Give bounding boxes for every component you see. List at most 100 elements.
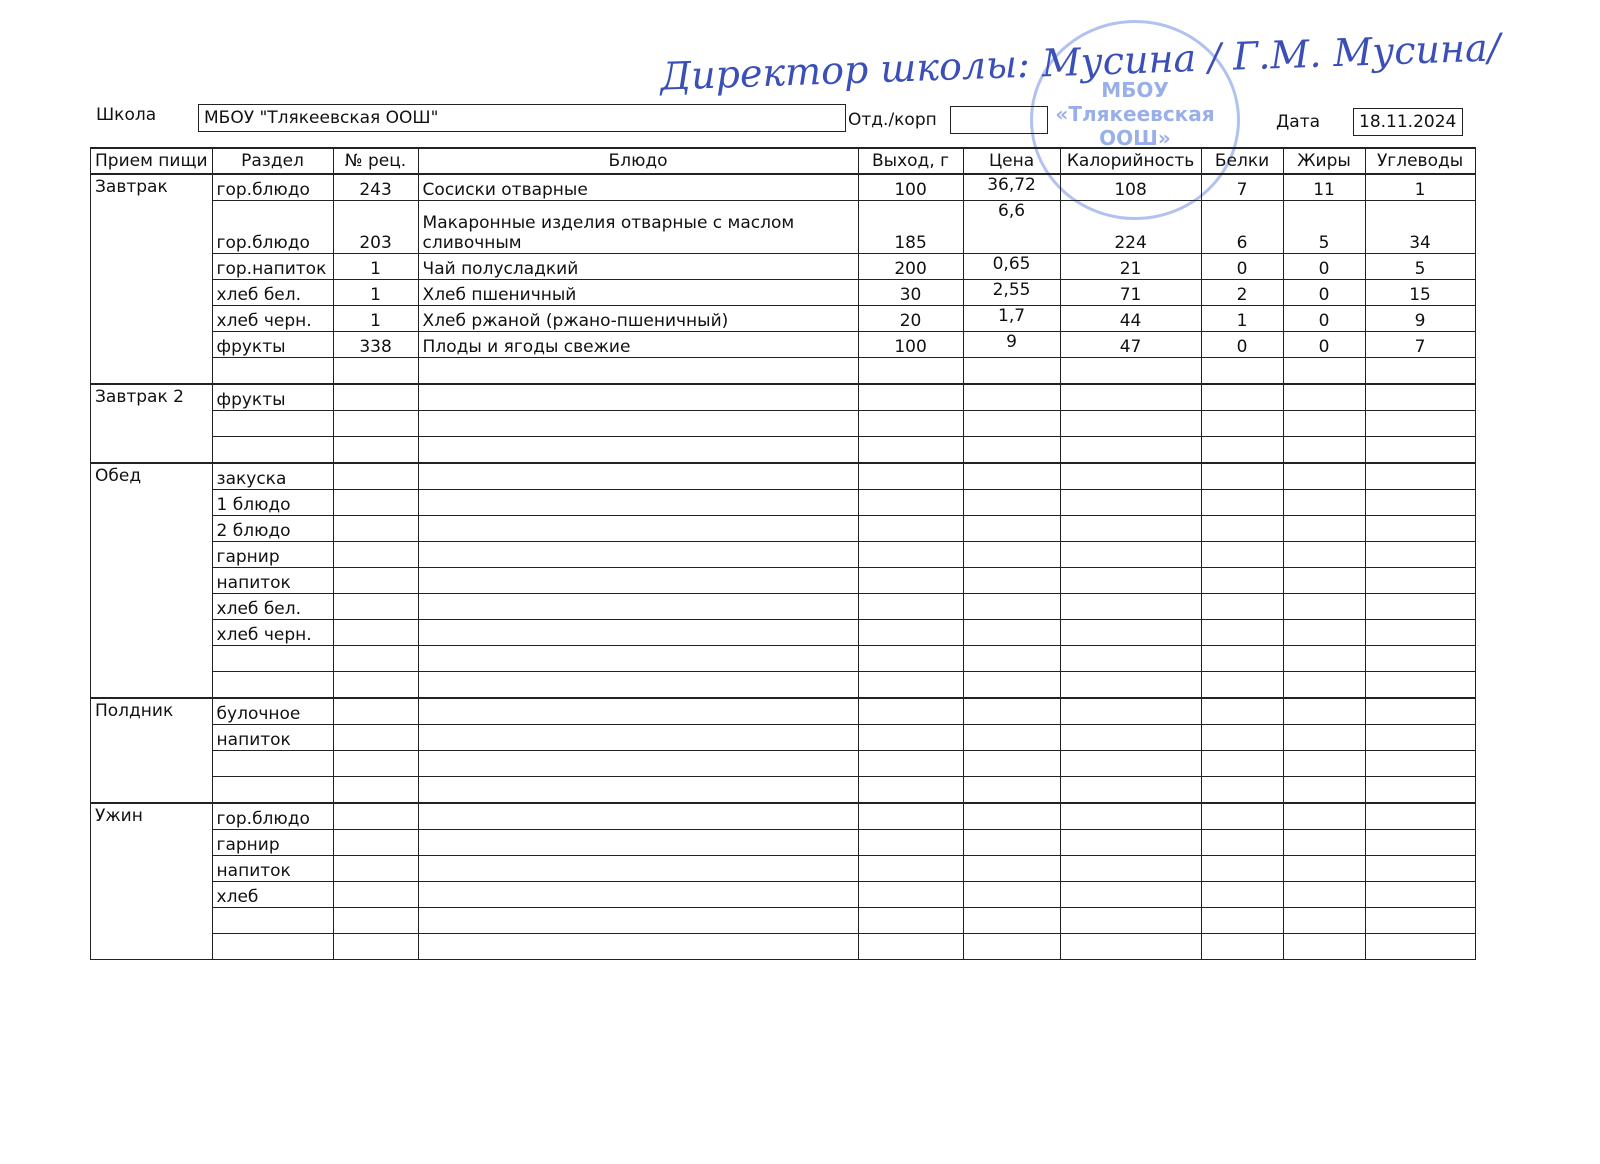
empty-cell (1364, 933, 1476, 960)
empty-cell (332, 881, 419, 908)
empty-cell (417, 671, 859, 699)
empty-cell (417, 515, 859, 542)
empty-cell (1364, 724, 1476, 751)
empty-cell (1200, 881, 1284, 908)
empty-cell (1059, 462, 1202, 490)
empty-cell (417, 697, 859, 725)
column-header: Выход, г (857, 147, 964, 175)
empty-cell (857, 724, 964, 751)
empty-cell (1200, 619, 1284, 646)
empty-cell (1059, 907, 1202, 934)
column-header: Белки (1200, 147, 1284, 175)
empty-cell (417, 933, 859, 960)
empty-cell (1200, 776, 1284, 804)
cell: напиток (211, 855, 334, 882)
empty-cell (332, 515, 419, 542)
empty-cell (332, 697, 419, 725)
empty-cell (1059, 671, 1202, 699)
empty-cell (962, 724, 1061, 751)
empty-cell (857, 645, 964, 672)
empty-cell (1059, 724, 1202, 751)
cell: 108 (1059, 173, 1202, 201)
empty-cell (332, 829, 419, 856)
column-header: Прием пищи (90, 147, 213, 175)
empty-cell (1059, 357, 1202, 385)
cell: Хлеб пшеничный (417, 279, 859, 306)
cell: 0 (1282, 331, 1366, 358)
cell: 0 (1200, 331, 1284, 358)
empty-cell (1364, 776, 1476, 804)
empty-cell (857, 541, 964, 568)
empty-cell (1059, 855, 1202, 882)
table-row: Завтрак 2 фрукты (90, 383, 1476, 464)
column-header: № рец. (332, 147, 419, 175)
empty-cell (1059, 829, 1202, 856)
empty-cell (417, 436, 859, 464)
cell: Плоды и ягоды свежие (417, 331, 859, 358)
table-row: Обед закуска (90, 462, 1476, 699)
branch-label: Отд./корп (848, 110, 937, 130)
meal-cell: Ужин (90, 802, 213, 960)
empty-cell (1059, 567, 1202, 594)
cell: 6,6 (962, 200, 1061, 254)
empty-cell (962, 593, 1061, 620)
table-row (91, 436, 1476, 464)
empty-cell (1200, 907, 1284, 934)
empty-cell (1282, 750, 1366, 777)
empty-cell (962, 855, 1061, 882)
cell: 36,72 (962, 173, 1061, 201)
cell: 11 (1282, 173, 1366, 201)
empty-cell (211, 645, 334, 672)
empty-cell (1282, 881, 1366, 908)
cell: 34 (1364, 200, 1476, 254)
empty-cell (1364, 881, 1476, 908)
empty-cell (417, 907, 859, 934)
cell: 0 (1282, 305, 1366, 332)
empty-cell (1200, 567, 1284, 594)
empty-cell (1282, 383, 1366, 411)
cell: гор.блюдо (211, 802, 334, 830)
cell: 5 (1364, 253, 1476, 280)
cell: 2,55 (962, 279, 1061, 306)
empty-cell (417, 881, 859, 908)
cell: 0,65 (962, 253, 1061, 280)
stamp-text: МБОУ (1101, 78, 1169, 102)
empty-cell (1282, 933, 1366, 960)
empty-cell (857, 776, 964, 804)
empty-cell (211, 436, 334, 464)
empty-cell (332, 619, 419, 646)
empty-cell (857, 567, 964, 594)
empty-cell (1282, 436, 1366, 464)
cell: 47 (1059, 331, 1202, 358)
empty-cell (1364, 357, 1476, 385)
empty-cell (417, 829, 859, 856)
column-header: Жиры (1282, 147, 1366, 175)
table-row: гор.блюдо 203 Макаронные изделия отварные … (91, 200, 1476, 254)
empty-cell (1200, 436, 1284, 464)
empty-cell (417, 750, 859, 777)
empty-cell (857, 802, 964, 830)
table-row: хлеб бел. (91, 593, 1476, 620)
cell: фрукты (211, 331, 334, 358)
cell: 21 (1059, 253, 1202, 280)
cell: закуска (211, 462, 334, 490)
empty-cell (1200, 410, 1284, 437)
empty-cell (1200, 750, 1284, 777)
empty-cell (962, 645, 1061, 672)
cell: 44 (1059, 305, 1202, 332)
table-row (91, 410, 1476, 437)
empty-cell (1282, 357, 1366, 385)
empty-cell (417, 489, 859, 516)
empty-cell (857, 410, 964, 437)
cell: напиток (211, 567, 334, 594)
cell: Чай полусладкий (417, 253, 859, 280)
cell: гарнир (211, 541, 334, 568)
cell: 0 (1282, 253, 1366, 280)
empty-cell (1282, 776, 1366, 804)
empty-cell (1200, 593, 1284, 620)
empty-cell (211, 933, 334, 960)
table-row: напиток (91, 724, 1476, 751)
empty-cell (417, 383, 859, 411)
empty-cell (417, 802, 859, 830)
